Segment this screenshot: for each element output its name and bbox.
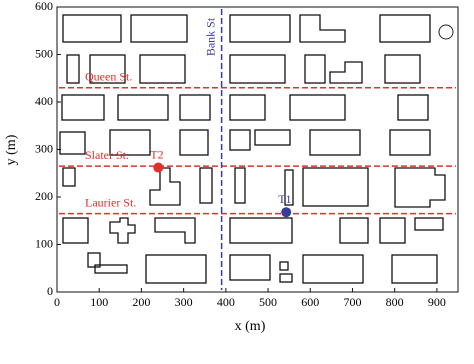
building (339, 217, 369, 244)
building (329, 61, 363, 84)
building (145, 254, 207, 284)
building (94, 264, 128, 274)
building (302, 167, 369, 207)
building (139, 54, 186, 84)
building (229, 254, 271, 281)
building (234, 167, 246, 204)
x-tick-label: 600 (301, 295, 319, 309)
building (62, 14, 122, 43)
building (154, 217, 196, 244)
y-tick-label: 0 (47, 284, 53, 298)
building (61, 94, 105, 121)
x-tick-label: 100 (90, 295, 108, 309)
street-label: Slater St. (85, 148, 129, 162)
building (284, 169, 294, 206)
building (394, 167, 446, 208)
building (229, 94, 266, 121)
x-tick-label: 700 (343, 295, 361, 309)
x-tick-label: 500 (259, 295, 277, 309)
building (229, 129, 251, 151)
street-label: Laurier St. (85, 195, 136, 209)
y-tick-label: 500 (35, 46, 53, 60)
building (302, 254, 364, 284)
building (62, 167, 76, 187)
street-label: Bank St (203, 17, 217, 56)
building (89, 54, 126, 84)
building (149, 167, 181, 206)
x-axis-label: x (m) (235, 319, 266, 334)
x-tick-label: 800 (386, 295, 404, 309)
x-tick-label: 300 (175, 295, 193, 309)
x-tick-label: 0 (54, 295, 60, 309)
building (309, 129, 361, 156)
building (304, 54, 326, 84)
building (379, 217, 406, 244)
building (289, 94, 346, 121)
building (59, 131, 86, 155)
building (179, 129, 209, 156)
building (389, 129, 431, 156)
y-tick-label: 400 (35, 94, 53, 108)
building (229, 217, 293, 244)
building (229, 14, 291, 43)
building (397, 94, 429, 121)
building (379, 14, 431, 43)
building (279, 273, 293, 283)
building (87, 252, 101, 268)
building (179, 94, 211, 121)
building (199, 167, 213, 204)
building (109, 217, 136, 244)
building (62, 217, 89, 244)
street-label: Queen St. (85, 70, 132, 84)
building (299, 14, 346, 43)
building (279, 261, 289, 271)
building (391, 254, 438, 284)
point (281, 207, 292, 218)
building (109, 129, 151, 156)
point-label: T2 (150, 147, 163, 161)
building (414, 217, 444, 231)
x-tick-label: 900 (428, 295, 446, 309)
building (117, 94, 169, 121)
buildings (59, 14, 454, 284)
point-label: T1 (278, 192, 291, 206)
building (254, 129, 291, 146)
y-tick-label: 200 (35, 189, 53, 203)
building (229, 54, 286, 84)
y-tick-label: 300 (35, 141, 53, 155)
point (153, 162, 164, 173)
building (66, 54, 80, 84)
building (130, 14, 188, 43)
x-tick-label: 400 (217, 295, 235, 309)
y-tick-label: 100 (35, 236, 53, 250)
x-tick-label: 200 (132, 295, 150, 309)
y-tick-label: 600 (35, 0, 53, 13)
compass (438, 24, 454, 40)
building (384, 54, 421, 84)
y-axis-label: y (m) (4, 134, 19, 165)
